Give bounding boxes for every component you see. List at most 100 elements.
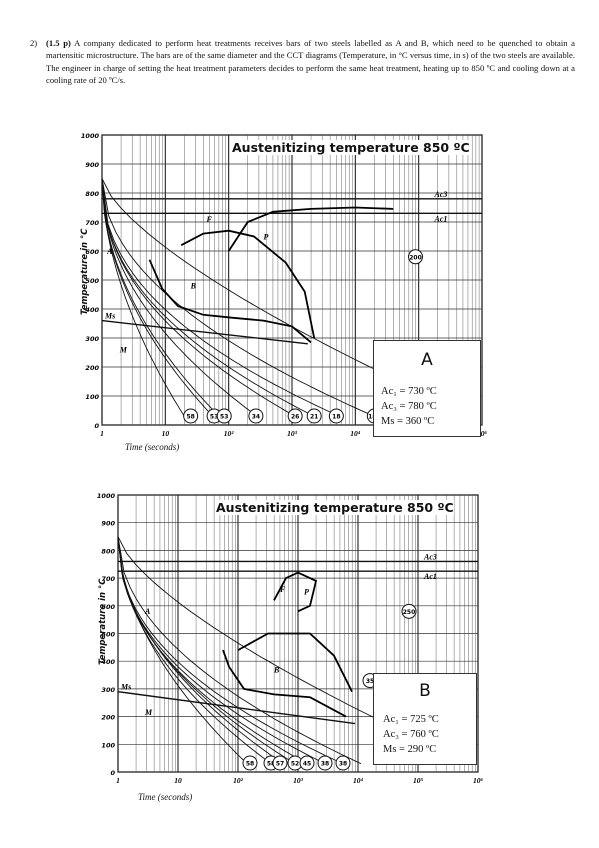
diagram-b-transformation-boundary	[273, 571, 318, 613]
diagram-a-ac3-label: Ac3	[434, 190, 448, 199]
diagram-a-transformation-boundary	[227, 206, 394, 252]
diagram-b-ms-line	[117, 690, 356, 725]
diagram-b-hardness-circle	[299, 755, 315, 771]
diagram-b-y-tick: 900	[101, 520, 115, 528]
diagram-a-hardness-circle	[216, 408, 232, 424]
diagram-b-hardness-value: 250	[403, 609, 416, 616]
diagram-b-ms: Ms = 290 ºC	[383, 744, 437, 755]
diagram-a-y-tick: 500	[85, 277, 99, 285]
diagram-b-y-tick: 700	[101, 575, 115, 583]
diagram-b-hardness-circle	[242, 755, 258, 771]
diagram-a-y-tick: 300	[85, 335, 99, 343]
diagram-a-hardness-value: 26	[291, 414, 299, 421]
diagram-a-hardness-value: 34	[252, 414, 260, 421]
diagram-a-hardness-circle	[183, 408, 199, 424]
diagram-b-ac1: Ac₁ = 725 ºC	[383, 714, 439, 725]
diagram-a-x-tick: 10	[162, 429, 170, 438]
question-number: 2)	[30, 38, 38, 48]
diagram-a-x-tick: 10³	[287, 429, 298, 438]
diagram-b-ac1-label: Ac1	[423, 572, 437, 581]
diagram-b-region-label: P	[304, 588, 309, 597]
diagram-a-cooling-curve	[101, 178, 315, 417]
diagram-a-letter: A	[421, 350, 433, 370]
diagram-a-cooling-curve	[101, 178, 220, 417]
diagram-b-x-tick: 1	[116, 776, 120, 785]
diagram-a-y-tick: 900	[85, 161, 99, 169]
diagram-b-y-tick: 300	[101, 686, 115, 694]
diagram-b-hardness-value: 38	[321, 761, 329, 768]
diagram-a-ac1: Ac₁ = 730 ºC	[381, 386, 437, 397]
cct-diagram-a: 1000 900 800 700 600 500 400 300 200 100 0 1 10 10² 10…	[70, 130, 490, 460]
diagram-a-title: Austenitizing temperature 850 ºC	[232, 140, 470, 155]
diagram-a-hardness-value: 53	[220, 414, 228, 421]
diagram-b-region-label: B	[273, 665, 280, 674]
diagram-a-y-tick: 1000	[81, 132, 100, 140]
cct-diagram-b: 1000 900 800 700 600 500 400 300 200 100 0 1 10 10² 10…	[88, 490, 498, 810]
diagram-b-hardness-value: 58	[267, 761, 275, 768]
diagram-b-region-label: F	[279, 585, 286, 594]
diagram-b-hardness-value: 57	[276, 761, 284, 768]
question: 2) (1.5 p) A company dedicated to perfor…	[30, 37, 575, 86]
diagram-b-cooling-curve	[117, 536, 362, 765]
diagram-a-region-label: B	[190, 282, 197, 291]
diagram-a-y-tick: 0	[94, 422, 99, 430]
diagram-b-y-tick: 1000	[97, 492, 116, 500]
diagram-a-y-tick: 800	[85, 190, 99, 198]
diagram-a-region-label: F	[206, 215, 213, 224]
diagram-a-x-tick: 10⁴	[350, 429, 361, 438]
diagram-b-cooling-curve	[117, 536, 326, 765]
diagram-a-cooling-curve	[101, 178, 296, 417]
diagram-a-cooling-curve	[101, 178, 185, 417]
diagram-a-hardness-value: 53	[210, 414, 218, 421]
diagram-a-cooling-curve	[101, 178, 375, 417]
diagram-a-hardness-circle	[287, 408, 303, 424]
diagram-b-x-tick: 10⁴	[353, 776, 364, 785]
diagram-a-cooling-curve	[101, 178, 258, 417]
diagram-b-x-tick: 10²	[233, 776, 244, 785]
diagram-b-x-label: Time (seconds)	[138, 792, 193, 802]
diagram-b-y-tick: 500	[101, 631, 115, 639]
diagram-b-x-tick: 10	[174, 776, 182, 785]
diagram-b-cooling-curve	[117, 536, 272, 765]
diagram-a-x-tick: 10⁶	[477, 429, 488, 438]
diagram-b-y-tick: 0	[110, 769, 115, 777]
diagram-a-cooling-curve	[101, 178, 340, 417]
diagram-b-cooling-curve	[117, 536, 308, 765]
diagram-b-hardness-circle	[401, 603, 417, 619]
diagram-a-ac3: Ac₃ = 780 ºC	[381, 401, 437, 412]
diagram-a-transformation-boundary	[148, 259, 312, 344]
diagram-b-hardness-value: 35	[366, 678, 374, 685]
diagram-a-region-label: M	[119, 346, 128, 355]
diagram-b-hardness-value: 58	[246, 761, 254, 768]
diagram-a-hardness-value: 58	[186, 414, 194, 421]
question-points: (1.5 p)	[46, 38, 71, 48]
diagram-a-x-tick: 1	[100, 429, 104, 438]
diagram-b-x-tick: 10⁵	[413, 776, 424, 785]
question-body: (1.5 p) A company dedicated to perform h…	[46, 37, 575, 86]
diagram-a-ms: Ms = 360 ºC	[381, 416, 435, 427]
diagram-b-y-tick: 400	[101, 658, 115, 666]
diagram-a-region-label: A	[106, 247, 113, 256]
diagram-b-y-tick: 200	[101, 714, 115, 722]
diagram-a-y-tick: 600	[85, 248, 99, 256]
diagram-a-y-tick: 700	[85, 219, 99, 227]
diagram-b-x-tick: 10⁶	[473, 776, 484, 785]
diagram-a-y-tick: 100	[85, 393, 99, 401]
diagram-b-title: Austenitizing temperature 850 ºC	[216, 500, 454, 515]
diagram-a-info-box: A Ac₁ = 730 ºC Ac₃ = 780 ºC Ms = 360 ºC	[373, 340, 481, 437]
diagram-a-y-tick: 400	[85, 306, 99, 314]
diagram-b-ac3: Ac₃ = 760 ºC	[383, 729, 439, 740]
diagram-a-hardness-circle	[408, 249, 423, 265]
diagram-b-hardness-circle	[272, 755, 288, 771]
diagram-b-region-label: M	[144, 708, 153, 717]
diagram-b-transformation-boundary	[237, 632, 353, 693]
diagram-b-y-tick: 100	[101, 741, 115, 749]
diagram-a-cooling-curve	[101, 178, 214, 417]
diagram-b-region-label: A	[144, 607, 151, 616]
diagram-a-ms-label: Ms	[104, 312, 115, 321]
diagram-b-ms-label: Ms	[120, 683, 131, 692]
diagram-a-x-label: Time (seconds)	[125, 442, 180, 452]
diagram-a-hardness-value: 18	[332, 414, 340, 421]
diagram-b-hardness-value: 38	[339, 761, 347, 768]
